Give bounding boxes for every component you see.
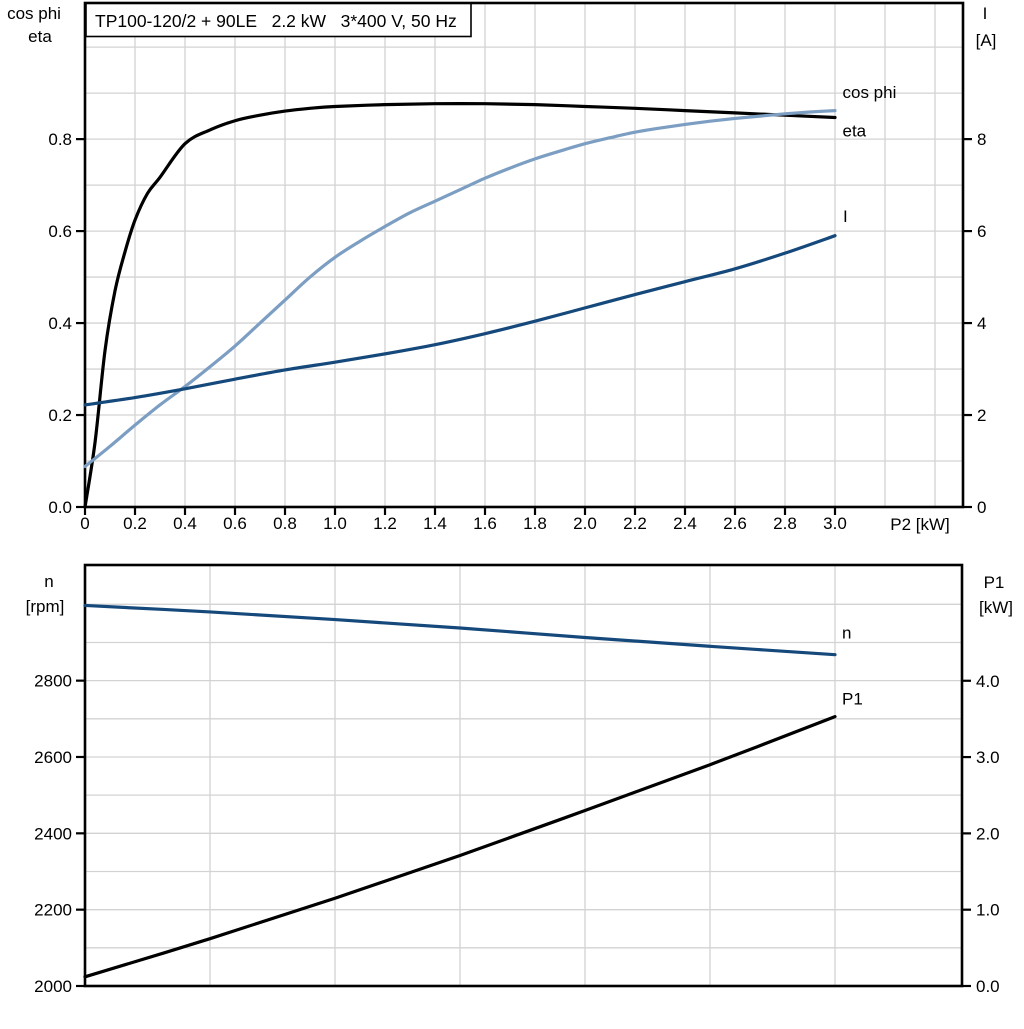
top-right-axis-unit-ampere: [A] [976,31,997,50]
x-axis-label-p2: P2 [kW] [890,515,950,534]
x-axis-tick-label: 0.4 [173,514,197,533]
chart-title-box: TP100-120/2 + 90LE 2.2 kW 3*400 V, 50 Hz [85,2,472,38]
x-axis-tick-label: 1.0 [323,514,347,533]
curve-label-i: I [843,207,848,226]
right-axis-tick-label: 2 [977,406,986,425]
left-axis-tick-label: 2800 [34,672,72,691]
x-axis-tick-label: 2.8 [773,514,797,533]
x-axis-tick-label: 0.6 [223,514,247,533]
chart-frame [83,563,964,988]
x-axis-tick-label: 2.2 [623,514,647,533]
top-left-axis-label-cos-phi: cos phi [7,4,61,23]
bottom-chart: 2000 2200 2400 2600 2800 0.0 1.0 2.0 3.0 4.0 n P1 [34,563,1000,996]
left-axis-tick-label: 2000 [34,977,72,996]
x-axis-tick-label: 1.8 [523,514,547,533]
x-axis-tick-label: 3.0 [823,514,847,533]
right-axis-tick-label: 3.0 [976,748,1000,767]
x-axis-tick-label: 0.8 [273,514,297,533]
right-axis-tick-label: 1.0 [976,901,1000,920]
curve-p1 [83,715,837,979]
curve-label-eta: eta [843,121,867,140]
x-axis-tick-label: 0 [80,514,89,533]
bottom-right-axis-label-p1: P1 [984,573,1005,592]
right-axis-tick-label: 4.0 [976,672,1000,691]
curve-i [83,234,837,407]
chart-frame [83,1,965,509]
x-axis-tick-label: 2.4 [673,514,697,533]
x-axis-tick-label: 1.4 [423,514,447,533]
x-axis-tick-label: 1.2 [373,514,397,533]
right-axis-tick-label: 8 [977,130,986,149]
right-axis-tick-label: 4 [977,314,986,333]
bottom-left-axis-unit-rpm: [rpm] [26,597,65,616]
curve-label-cos-phi: cos phi [843,83,897,102]
left-axis-tick-label: 2400 [34,824,72,843]
left-axis-tick-label: 0.0 [48,498,72,517]
x-axis-tick-label: 1.6 [473,514,497,533]
title-box-border [85,2,472,38]
bottom-chart-annotations: n [rpm] P1 [kW] [26,572,1013,617]
top-chart: 0 0.2 0.4 0.6 0.8 1.0 1.2 1.4 1.6 1.8 2.0 2.2 2.4 2.6… [48,1,986,533]
curve-n [83,603,837,657]
right-axis-tick-label: 0 [977,498,986,517]
right-axis-tick-label: 0.0 [976,977,1000,996]
x-axis-tick-label: 2.6 [723,514,747,533]
left-axis-tick-label: 0.4 [48,314,72,333]
bottom-right-axis-unit-kw: [kW] [979,598,1013,617]
x-axis-tick-label: 2.0 [573,514,597,533]
curve-label-n: n [842,623,851,642]
left-axis-tick-label: 2200 [34,901,72,920]
left-axis-tick-label: 0.6 [48,222,72,241]
left-axis-tick-label: 0.2 [48,406,72,425]
curve-eta [83,101,837,509]
left-axis-tick-label: 2600 [34,748,72,767]
left-axis-tick-label: 0.8 [48,130,72,149]
chart-title: TP100-120/2 + 90LE 2.2 kW 3*400 V, 50 Hz [95,11,457,31]
curve-label-p1: P1 [842,689,863,708]
top-chart-annotations: TP100-120/2 + 90LE 2.2 kW 3*400 V, 50 Hz… [7,2,997,534]
x-axis-tick-label: 0.2 [123,514,147,533]
bottom-left-axis-label-speed: n [44,572,53,591]
curve-cos-phi [83,109,837,469]
right-axis-tick-label: 6 [977,222,986,241]
top-right-axis-label-current: I [983,4,988,23]
top-left-axis-label-eta: eta [28,27,52,46]
right-axis-tick-label: 2.0 [976,824,1000,843]
